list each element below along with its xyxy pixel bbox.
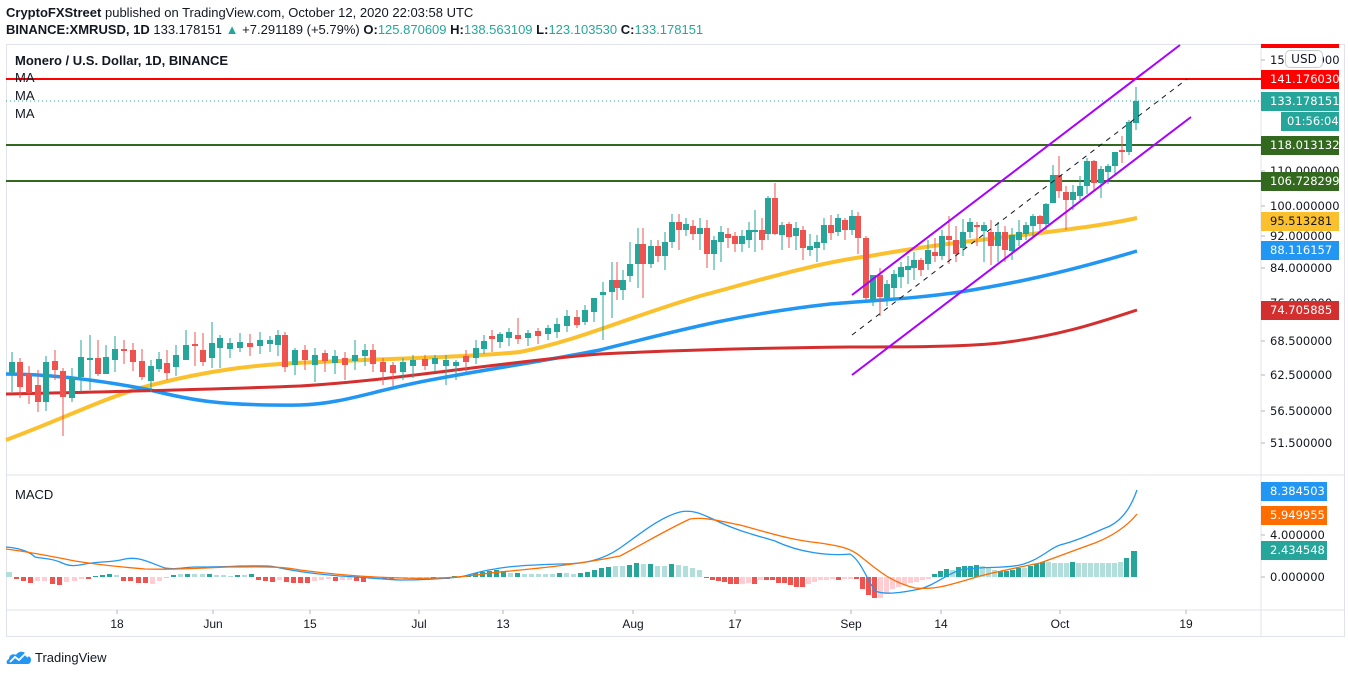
- high-value: 138.563109: [463, 22, 533, 37]
- signal-value-tag: 5.949955: [1261, 506, 1327, 525]
- ma-short-price-tag: 95.513281: [1261, 212, 1339, 231]
- channel-median-line[interactable]: [851, 78, 1188, 336]
- bar-countdown-tag: 01:56:04: [1281, 112, 1339, 131]
- time-tick: Sep: [840, 617, 862, 631]
- price-tick: 68.500000: [1270, 334, 1333, 348]
- time-tick: 18: [110, 617, 124, 631]
- low-value: 123.103530: [548, 22, 618, 37]
- high-label: H:: [450, 22, 464, 37]
- support-1-price-tag: 118.013132: [1261, 136, 1340, 155]
- legend-ma-1[interactable]: MA: [15, 70, 35, 85]
- time-tick: 15: [303, 617, 317, 631]
- price-tick: 100.000000: [1270, 199, 1340, 213]
- channel-lower-line[interactable]: [851, 116, 1192, 376]
- signal-line[interactable]: [5, 513, 1138, 590]
- tradingview-brand[interactable]: TradingView: [6, 648, 107, 666]
- up-arrow-icon: ▲: [225, 22, 239, 37]
- legend-ma-2[interactable]: MA: [15, 88, 35, 103]
- ma-short-line[interactable]: [5, 216, 1138, 442]
- offscreen-level-marker: [1261, 44, 1339, 48]
- currency-button[interactable]: USD: [1285, 50, 1323, 68]
- macd-tick: 4.000000: [1270, 528, 1325, 542]
- time-tick: Jul: [411, 617, 427, 631]
- publish-info: CryptoFXStreet published on TradingView.…: [6, 5, 473, 20]
- publisher-name[interactable]: CryptoFXStreet: [6, 5, 102, 20]
- open-value: 125.870609: [377, 22, 447, 37]
- resistance-price-tag: 141.176030: [1261, 70, 1340, 89]
- price-tick: 56.500000: [1270, 404, 1333, 418]
- time-tick: Oct: [1050, 617, 1070, 631]
- tradingview-label: TradingView: [35, 649, 107, 665]
- time-axis-ticks: [116, 610, 1187, 614]
- price-tick: 62.500000: [1270, 368, 1333, 382]
- ma-mid-price-tag: 88.116157: [1261, 241, 1339, 260]
- time-tick: 13: [496, 617, 510, 631]
- macd-histogram: [6, 551, 1137, 598]
- tradingview-logo-icon: [6, 651, 31, 664]
- price-axis-ticks: [1261, 59, 1265, 578]
- low-label: L:: [536, 22, 549, 37]
- time-tick: Jun: [203, 617, 223, 631]
- time-tick: Aug: [622, 617, 644, 631]
- ma-mid-line[interactable]: [5, 249, 1138, 407]
- published-text: published on TradingView.com, October 12…: [104, 5, 474, 20]
- macd-line[interactable]: [5, 489, 1138, 594]
- time-tick: 17: [728, 617, 742, 631]
- chart-legend-title[interactable]: Monero / U.S. Dollar, 1D, BINANCE: [15, 53, 229, 68]
- close-label: C:: [620, 22, 635, 37]
- legend-ma-3[interactable]: MA: [15, 106, 35, 121]
- time-tick: 19: [1179, 617, 1193, 631]
- price-tick: 84.000000: [1270, 261, 1333, 275]
- last-price-tag: 133.178151: [1261, 92, 1340, 111]
- histogram-value-tag: 2.434548: [1261, 541, 1327, 560]
- price-tick: 92.000000: [1270, 229, 1333, 243]
- macd-value-tag: 8.384503: [1261, 482, 1327, 501]
- price-tick: 51.500000: [1270, 436, 1333, 450]
- symbol-label: BINANCE:XMRUSD, 1D: [6, 22, 150, 37]
- chart-frame: [6, 44, 1345, 637]
- open-label: O:: [363, 22, 378, 37]
- support-2-price-tag: 106.728299: [1261, 172, 1340, 191]
- last-price: 133.178151: [153, 22, 223, 37]
- time-tick: 14: [934, 617, 948, 631]
- candlesticks[interactable]: [9, 87, 1139, 436]
- price-change: +7.291189 (+5.79%): [242, 22, 360, 37]
- ma-long-line[interactable]: [5, 308, 1138, 396]
- legend-macd[interactable]: MACD: [15, 487, 54, 502]
- macd-tick: 0.000000: [1270, 570, 1325, 584]
- ohlc-bar: BINANCE:XMRUSD, 1D 133.178151 ▲ +7.29118…: [6, 22, 703, 37]
- channel-upper-line[interactable]: [851, 44, 1181, 296]
- close-value: 133.178151: [634, 22, 704, 37]
- ma-long-price-tag: 74.705885: [1261, 301, 1339, 320]
